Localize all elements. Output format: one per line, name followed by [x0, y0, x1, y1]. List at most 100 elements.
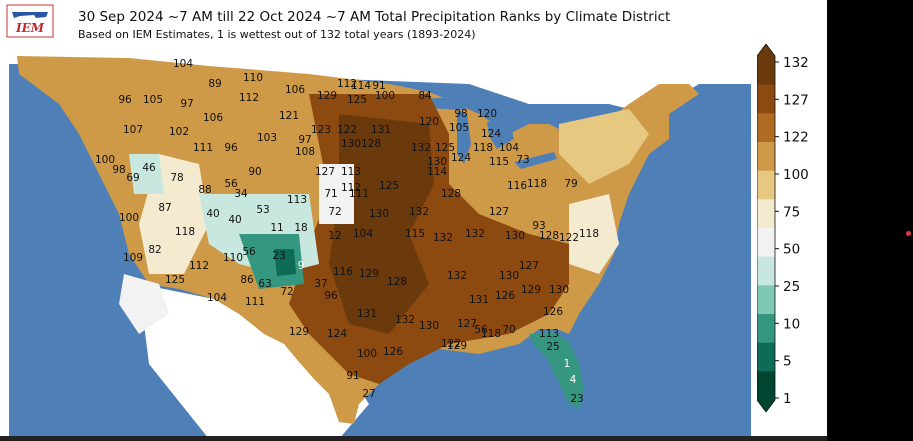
colorbar-segment [757, 84, 775, 114]
colorbar-tick-label: 127 [783, 92, 809, 108]
lake-superior [419, 96, 489, 110]
district-rank-label: 84 [418, 90, 432, 102]
colorbar-segment [757, 256, 775, 286]
district-rank-label: 106 [285, 84, 305, 96]
lake-michigan [457, 110, 471, 164]
district-rank-label: 73 [516, 154, 529, 166]
district-rank-label: 118 [481, 328, 501, 340]
district-rank-label: 97 [298, 134, 311, 146]
district-rank-label: 107 [123, 124, 143, 136]
florida [529, 332, 584, 409]
district-rank-label: 118 [175, 226, 195, 238]
district-rank-label: 125 [347, 94, 367, 106]
district-rank-label: 90 [248, 166, 261, 178]
district-rank-label: 132 [409, 206, 429, 218]
district-rank-label: 9 [298, 260, 305, 272]
district-rank-label: 56 [224, 178, 238, 190]
district-rank-label: 120 [477, 108, 497, 120]
district-rank-label: 122 [337, 124, 357, 136]
district-rank-label: 125 [165, 274, 185, 286]
district-rank-label: 96 [118, 94, 132, 106]
district-rank-label: 132 [411, 142, 431, 154]
district-rank-label: 114 [351, 80, 371, 92]
district-rank-label: 127 [315, 166, 335, 178]
district-rank-label: 123 [311, 124, 331, 136]
colorbar-tick-label: 50 [783, 242, 800, 258]
district-rank-label: 111 [245, 296, 265, 308]
colorbar-tick-label: 25 [783, 279, 800, 295]
map-frame: IEM 30 Sep 2024 ~7 AM till 22 Oct 2024 ~… [0, 0, 827, 441]
district-rank-label: 25 [546, 341, 559, 353]
driest-region [329, 114, 434, 334]
district-rank-label: 71 [324, 188, 337, 200]
southwest-region [119, 274, 169, 334]
district-rank-label: 40 [206, 208, 219, 220]
district-rank-label: 110 [223, 252, 243, 264]
district-rank-label: 56 [242, 246, 256, 258]
colorbar-segment [757, 371, 775, 401]
district-rank-label: 100 [357, 348, 377, 360]
district-rank-label: 112 [341, 182, 361, 194]
colorbar-top-arrow [757, 44, 775, 56]
colorbar-bottom-arrow [757, 400, 775, 412]
district-rank-label: 126 [383, 346, 403, 358]
district-rank-label: 113 [341, 166, 361, 178]
district-rank-label: 97 [180, 98, 193, 110]
district-rank-label: 104 [499, 142, 519, 154]
district-rank-label: 127 [489, 206, 509, 218]
colorbar-tick-label: 75 [783, 204, 800, 220]
district-rank-label: 132 [433, 232, 453, 244]
colorbar: 132 127 122 100 75 50 25 10 5 1 [756, 43, 827, 416]
district-rank-label: 115 [405, 228, 425, 240]
colorbar-tick-label: 132 [783, 55, 809, 71]
colorbar-tick-label: 10 [783, 316, 800, 332]
colorbar-tick-label: 100 [783, 167, 809, 183]
colorbar-tick-label: 122 [783, 130, 809, 146]
district-rank-label: 130 [427, 156, 447, 168]
colorbar-tick-label: 1 [783, 391, 792, 407]
district-rank-label: 128 [539, 230, 559, 242]
district-rank-label: 72 [328, 206, 341, 218]
iem-logo: IEM [6, 4, 54, 38]
district-rank-label: 98 [112, 164, 125, 176]
district-rank-label: 56 [474, 324, 488, 336]
district-rank-label: 131 [469, 294, 489, 306]
district-rank-label: 82 [148, 244, 161, 256]
district-rank-label: 114 [427, 166, 447, 178]
bottom-strip [0, 436, 827, 441]
district-rank-label: 100 [119, 212, 139, 224]
district-rank-label: 124 [327, 328, 347, 340]
colorbar-segment [757, 285, 775, 315]
district-rank-label: 53 [256, 204, 269, 216]
colorbar-segment [757, 142, 775, 172]
district-rank-label: 130 [419, 320, 439, 332]
district-rank-label: 91 [372, 80, 385, 92]
colorbar-segments [756, 43, 776, 413]
district-rank-label: 118 [527, 178, 547, 190]
district-rank-label: 126 [543, 306, 563, 318]
district-rank-label: 89 [208, 78, 221, 90]
district-rank-label: 129 [317, 90, 337, 102]
district-rank-label: 112 [239, 92, 259, 104]
district-rank-label: 120 [419, 116, 439, 128]
district-rank-label: 96 [324, 290, 338, 302]
district-rank-label: 105 [143, 94, 163, 106]
district-rank-label: 132 [395, 314, 415, 326]
colorbar-segment [757, 56, 775, 86]
district-rank-label: 103 [257, 132, 277, 144]
district-rank-label: 72 [280, 286, 293, 298]
map-area: 104 89 110 112 114 91 100 84 96 105 97 112 106 129 125… [9, 44, 751, 439]
district-rank-label: 111 [349, 188, 369, 200]
district-rank-label: 105 [449, 122, 469, 134]
district-rank-label: 130 [505, 230, 525, 242]
district-rank-label: 132 [447, 270, 467, 282]
district-rank-label: 27 [362, 388, 375, 400]
district-rank-label: 122 [441, 338, 461, 350]
district-rank-label: 118 [473, 142, 493, 154]
district-rank-label: 93 [532, 220, 545, 232]
district-rank-label: 87 [158, 202, 171, 214]
district-rank-label: 112 [337, 78, 357, 90]
district-rank-label: 132 [465, 228, 485, 240]
